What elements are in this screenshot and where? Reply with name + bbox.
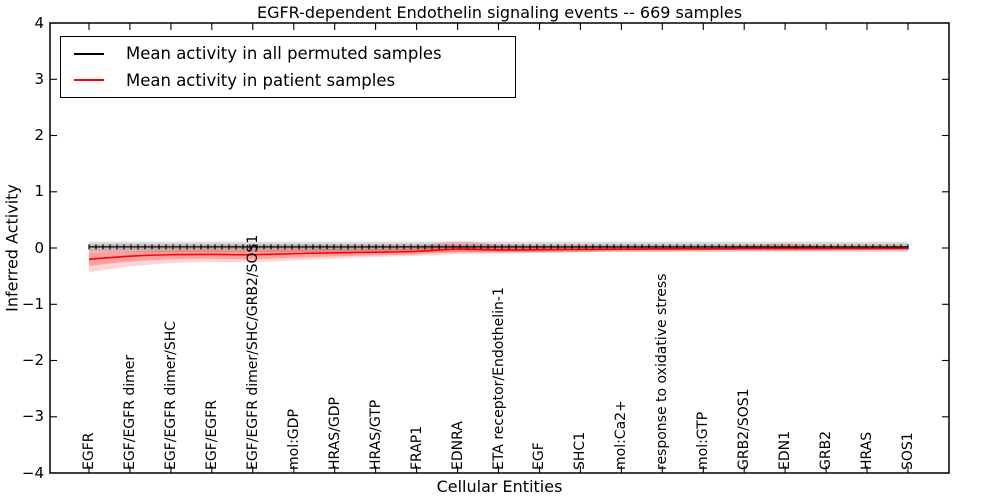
patient-line-swatch — [74, 79, 104, 82]
x-tick-label: EGF/EGFR dimer — [121, 354, 138, 470]
legend-label-patient: Mean activity in patient samples — [126, 70, 396, 90]
x-tick-label: FRAP1 — [408, 425, 425, 470]
x-tick-label: HRAS — [859, 431, 876, 470]
plot-border — [49, 22, 950, 474]
x-tick-label: mol:GTP — [695, 411, 712, 470]
y-tick-label: −2 — [21, 351, 44, 369]
chart-title: EGFR-dependent Endothelin signaling even… — [256, 3, 743, 22]
x-tick-label: HRAS/GDP — [326, 397, 343, 470]
x-tick-label: mol:GDP — [285, 409, 302, 470]
y-tick-label: 0 — [34, 238, 44, 257]
legend-item-permuted: Mean activity in all permuted samples — [74, 44, 515, 63]
x-tick-label: SOS1 — [900, 432, 916, 470]
x-tick-label: EGF/EGFR — [203, 400, 220, 470]
patient-mean-line — [88, 247, 909, 261]
x-tick-label: EDNRA — [449, 421, 466, 470]
x-tick-label: EGF/EGFR dimer/SHC — [162, 320, 179, 470]
x-tick-label: GRB2/SOS1 — [736, 388, 753, 470]
y-tick-label: −4 — [21, 463, 44, 482]
legend-label-permuted: Mean activity in all permuted samples — [126, 44, 442, 64]
x-tick-label: ETA receptor/Endothelin-1 — [490, 287, 507, 470]
x-tick-label: EGF/EGFR dimer/SHC/GRB2/SOS1 — [244, 234, 261, 470]
x-tick-label: mol:Ca2+ — [613, 400, 630, 470]
legend: Mean activity in all permuted samples Me… — [60, 36, 516, 98]
x-tick-label: HRAS/GTP — [367, 399, 384, 470]
y-tick-label: 2 — [34, 126, 44, 144]
y-tick-label: −1 — [21, 294, 44, 313]
x-tick-label: EGFR — [81, 432, 97, 470]
x-tick-label: SHC1 — [572, 431, 589, 470]
x-tick-label: EDN1 — [777, 430, 794, 470]
x-tick-label: response to oxidative stress — [654, 273, 671, 470]
patient-band-inner — [89, 245, 908, 266]
permuted-line-swatch — [74, 52, 104, 55]
x-tick-label: GRB2 — [818, 430, 835, 470]
legend-item-patient: Mean activity in patient samples — [74, 71, 515, 90]
x-axis-label: Cellular Entities — [436, 477, 563, 496]
y-tick-label: 1 — [34, 182, 44, 201]
axis-ticks — [50, 22, 949, 474]
y-tick-label: −3 — [21, 407, 44, 426]
y-tick-label: 4 — [34, 13, 44, 32]
x-tick-label: EGF — [531, 442, 548, 470]
y-tick-label: 3 — [34, 69, 44, 88]
